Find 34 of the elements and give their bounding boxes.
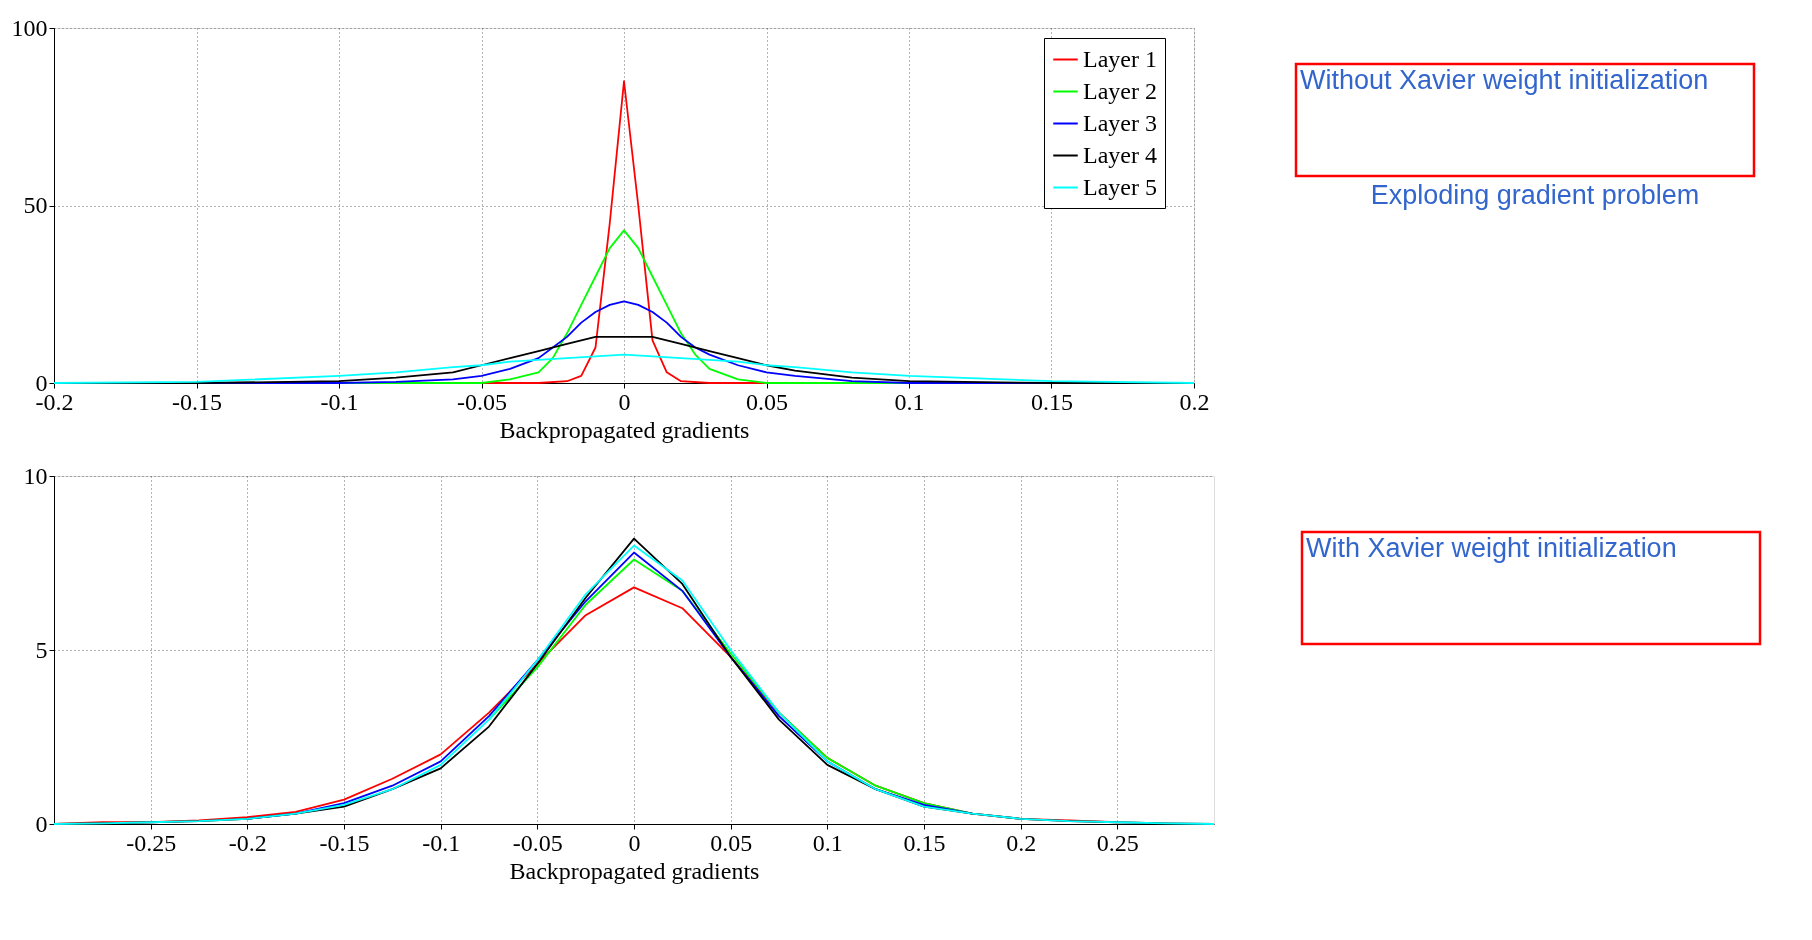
- x-tick-label: 0.1: [894, 388, 925, 415]
- x-tick-label: -0.25: [126, 829, 177, 856]
- x-tick-label: 0.1: [812, 829, 843, 856]
- x-tick-label: -0.1: [422, 829, 461, 856]
- x-tick-label: 0.25: [1096, 829, 1139, 856]
- text: With Xavier weight initialization: [1306, 533, 1677, 563]
- text: Exploding gradient problem: [1370, 180, 1700, 210]
- y-tick-label: 0: [35, 810, 48, 837]
- y-tick-label: 50: [23, 192, 48, 218]
- x-tick-label: -0.05: [457, 388, 507, 415]
- y-tick-label: 100: [11, 14, 48, 41]
- y-tick-label: 5: [35, 636, 48, 663]
- x-tick-label: -0.05: [512, 829, 563, 856]
- x-tick-label: 0.15: [1031, 388, 1073, 415]
- x-tick-label: 0: [618, 388, 631, 415]
- x-tick-label: 0: [628, 829, 641, 856]
- x-axis-title: Backpropagated gradients: [509, 857, 760, 884]
- x-tick-label: 0.05: [710, 829, 753, 856]
- x-tick-label: -0.1: [320, 388, 359, 415]
- legend-label: Layer 4: [1083, 141, 1157, 168]
- legend-label: Layer 2: [1083, 77, 1157, 104]
- legend-label: Layer 5: [1083, 173, 1157, 200]
- x-tick-label: 0.05: [746, 388, 788, 415]
- x-axis-title: Backpropagated gradients: [499, 416, 750, 443]
- x-tick-label: -0.15: [172, 388, 222, 415]
- x-tick-label: 0.2: [1006, 829, 1037, 856]
- x-tick-label: -0.2: [228, 829, 267, 856]
- y-tick-label: 10: [23, 462, 48, 489]
- x-tick-label: 0.2: [1179, 388, 1210, 415]
- text: Without Xavier weight initialization: [1300, 65, 1709, 95]
- x-tick-label: -0.15: [319, 829, 370, 856]
- legend-label: Layer 1: [1083, 45, 1157, 72]
- x-tick-label: 0.15: [903, 829, 946, 856]
- legend-label: Layer 3: [1083, 109, 1157, 136]
